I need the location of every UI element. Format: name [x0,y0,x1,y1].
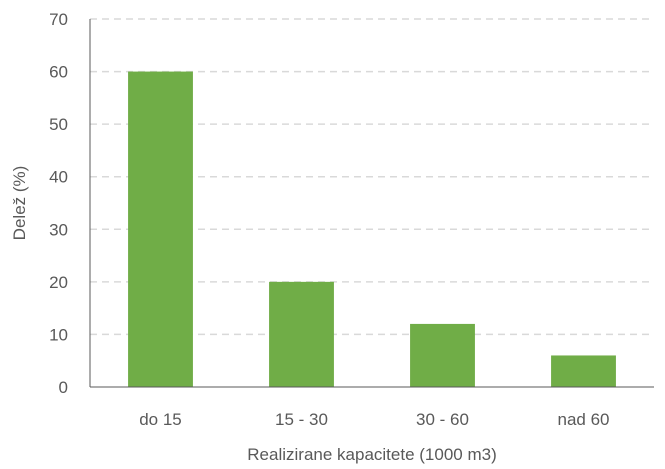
y-axis-title: Delež (%) [10,166,29,241]
y-tick-label: 30 [49,220,68,239]
x-tick-labels: do 15 15 - 30 30 - 60 nad 60 [139,410,609,429]
y-tick-label: 0 [59,378,68,397]
y-tick-label: 70 [49,10,68,29]
x-tick-label: 15 - 30 [275,410,328,429]
x-axis-title: Realizirane kapacitete (1000 m3) [247,445,496,464]
bars [128,71,616,388]
x-tick-label: nad 60 [558,410,610,429]
y-tick-label: 10 [49,325,68,344]
y-tick-label: 40 [49,168,68,187]
x-tick-label: 30 - 60 [416,410,469,429]
y-tick-labels: 0 10 20 30 40 50 60 70 [49,10,68,397]
axes [89,19,654,388]
bar [128,71,193,388]
bar [551,355,616,387]
x-tick-label: do 15 [139,410,182,429]
gridlines [90,18,654,336]
bar [410,323,475,387]
bar [269,281,334,387]
y-tick-label: 20 [49,273,68,292]
y-tick-label: 60 [49,63,68,82]
y-tick-label: 50 [49,115,68,134]
